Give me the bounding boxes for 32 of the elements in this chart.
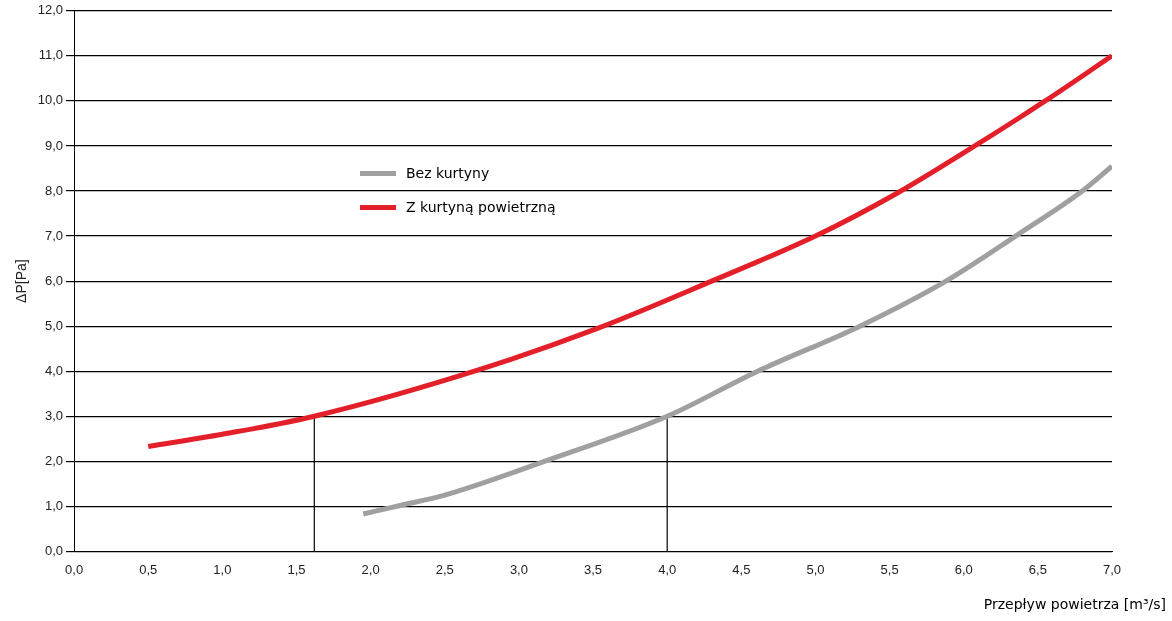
x-tick-label: 1,5 <box>287 561 306 577</box>
y-tick-label: 12,0 <box>37 2 64 18</box>
y-tick-label: 11,0 <box>38 47 64 63</box>
x-tick-label: 5,0 <box>806 561 825 577</box>
y-tick-label: 9,0 <box>45 137 64 153</box>
y-tick-label: 4,0 <box>45 362 64 378</box>
y-tick-label: 1,0 <box>45 497 64 513</box>
x-tick-label: 2,0 <box>361 561 380 577</box>
x-axis-title: Przepływ powietrza [m³/s] <box>983 596 1166 612</box>
x-tick-label: 3,5 <box>584 561 603 577</box>
x-tick-label: 3,0 <box>509 561 528 577</box>
x-tick-label: 0,0 <box>65 561 84 577</box>
y-axis-title: ΔP[Pa] <box>13 259 30 303</box>
y-tick-label: 5,0 <box>45 317 64 333</box>
x-tick-label: 7,0 <box>1102 561 1122 577</box>
y-tick-label: 2,0 <box>45 452 64 468</box>
y-tick-label: 8,0 <box>45 182 64 198</box>
x-tick-label: 6,0 <box>954 561 973 577</box>
x-tick-label: 0,5 <box>139 561 158 577</box>
legend-label: Z kurtyną powietrzną <box>406 199 556 215</box>
x-tick-label: 4,0 <box>658 561 677 577</box>
y-tick-label: 7,0 <box>45 227 64 243</box>
x-tick-label: 6,5 <box>1028 561 1047 577</box>
x-tick-label: 4,5 <box>732 561 751 577</box>
x-tick-label: 1,0 <box>213 561 232 577</box>
legend-label: Bez kurtyny <box>406 165 490 181</box>
y-tick-label: 6,0 <box>45 272 64 288</box>
x-tick-label: 2,5 <box>435 561 454 577</box>
y-tick-label: 0,0 <box>45 542 64 558</box>
x-tick-label: 5,5 <box>880 561 899 577</box>
y-tick-label: 10,0 <box>37 92 64 108</box>
y-tick-label: 3,0 <box>45 407 64 423</box>
